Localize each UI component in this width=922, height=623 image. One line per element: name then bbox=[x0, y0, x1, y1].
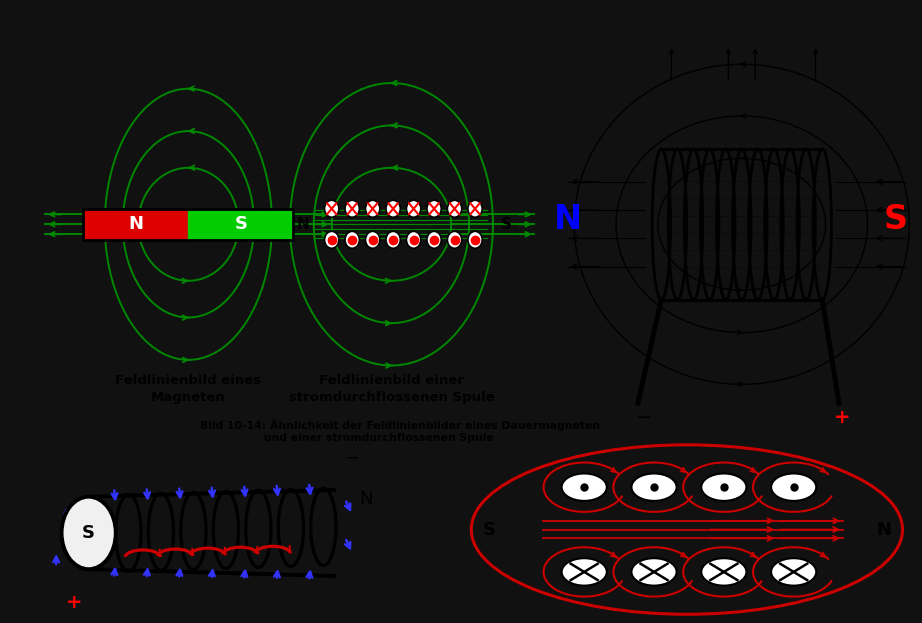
Circle shape bbox=[447, 231, 462, 249]
Text: +: + bbox=[834, 408, 851, 427]
Text: N: N bbox=[877, 521, 892, 538]
Text: N: N bbox=[297, 217, 310, 232]
Text: Bild 10-14: Ähnlichkeit der Feldlinienbilder eines Dauermagneten
               : Bild 10-14: Ähnlichkeit der Feldlinienbi… bbox=[200, 419, 600, 443]
Text: S: S bbox=[884, 203, 908, 236]
Circle shape bbox=[467, 200, 482, 217]
Circle shape bbox=[467, 231, 482, 249]
Circle shape bbox=[345, 231, 360, 249]
Bar bbox=[83, 209, 188, 240]
Circle shape bbox=[325, 231, 339, 249]
Circle shape bbox=[407, 200, 420, 217]
Text: S: S bbox=[483, 521, 496, 538]
Circle shape bbox=[632, 473, 677, 501]
Text: −: − bbox=[346, 449, 360, 467]
Text: S: S bbox=[501, 217, 512, 232]
Circle shape bbox=[407, 231, 420, 249]
Text: +: + bbox=[66, 592, 82, 612]
Bar bbox=[188, 209, 293, 240]
Circle shape bbox=[771, 558, 816, 586]
Circle shape bbox=[427, 200, 442, 217]
Circle shape bbox=[365, 231, 380, 249]
Circle shape bbox=[365, 200, 380, 217]
Circle shape bbox=[447, 200, 462, 217]
Ellipse shape bbox=[62, 497, 116, 569]
Text: Feldlinienbild einer
stromdurchflossenen Spule: Feldlinienbild einer stromdurchflossenen… bbox=[289, 374, 494, 404]
Circle shape bbox=[702, 473, 747, 501]
Text: S: S bbox=[234, 216, 247, 233]
Bar bbox=[83, 209, 293, 240]
Circle shape bbox=[632, 558, 677, 586]
Text: N: N bbox=[553, 203, 582, 236]
Text: Feldlinienbild eines
Magneten: Feldlinienbild eines Magneten bbox=[115, 374, 262, 404]
Text: −: − bbox=[636, 408, 653, 427]
Circle shape bbox=[561, 558, 607, 586]
Circle shape bbox=[702, 558, 747, 586]
Text: S: S bbox=[82, 524, 95, 542]
Circle shape bbox=[771, 473, 816, 501]
Circle shape bbox=[427, 231, 442, 249]
Circle shape bbox=[386, 231, 400, 249]
Circle shape bbox=[345, 200, 360, 217]
Circle shape bbox=[561, 473, 607, 501]
Text: N: N bbox=[360, 490, 373, 508]
Circle shape bbox=[325, 200, 339, 217]
Circle shape bbox=[386, 200, 400, 217]
Text: N: N bbox=[128, 216, 143, 233]
